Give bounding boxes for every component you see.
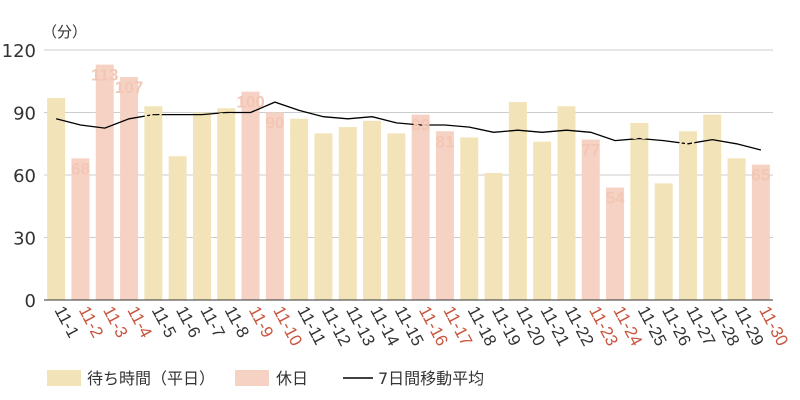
bar (120, 77, 139, 300)
bar-value-label: 81 (678, 132, 697, 151)
legend: 待ち時間（平日） 休日 7日間移動平均 (47, 369, 484, 388)
y-tick-label: 120 (2, 41, 36, 62)
x-tick-label: 11-5 (148, 303, 180, 341)
bar-value-label: 107 (115, 78, 143, 97)
x-tick-label: 11-7 (196, 303, 228, 341)
bar-value-label: 80 (314, 134, 333, 153)
bar (654, 183, 673, 300)
x-tick-label: 11-4 (124, 303, 156, 341)
bar-value-label: 100 (236, 93, 264, 112)
y-unit-label: （分） (42, 23, 87, 41)
bar-value-label: 77 (581, 141, 600, 160)
bar-value-label: 80 (387, 134, 406, 153)
bar-value-label: 76 (533, 143, 552, 162)
x-tick-label: 11-2 (75, 303, 107, 341)
legend-label-moving-average: 7日間移動平均 (378, 369, 484, 388)
bar-value-label: 90 (265, 114, 284, 133)
bar (460, 137, 479, 300)
moving-average-line-group (55, 101, 762, 151)
bar (727, 158, 746, 300)
moving-average-line (55, 101, 762, 151)
y-tick-label: 60 (13, 166, 36, 187)
bar (192, 112, 211, 300)
x-tick-label: 11-9 (245, 303, 277, 341)
bar (533, 141, 552, 300)
bar (290, 118, 309, 300)
bar-value-label: 89 (411, 116, 430, 135)
bar-value-label: 61 (484, 174, 503, 193)
bar (338, 127, 357, 300)
bar (581, 139, 600, 300)
bar-value-label: 113 (91, 66, 118, 85)
bars (47, 64, 770, 301)
bar-value-label: 86 (363, 122, 382, 141)
bar (95, 64, 114, 300)
legend-label-holiday: 休日 (276, 369, 308, 388)
bar-value-label: 56 (654, 184, 673, 203)
bar-value-label: 83 (338, 128, 357, 147)
bar-value-label: 69 (168, 157, 187, 176)
y-tick-label: 30 (13, 229, 36, 250)
bar (241, 91, 260, 301)
bar-value-label: 85 (630, 124, 649, 143)
bar-value-label: 97 (47, 99, 66, 118)
bar (363, 120, 382, 300)
bar (265, 112, 284, 300)
bar-value-label: 95 (508, 103, 527, 122)
bar (217, 108, 236, 300)
bar (387, 133, 406, 300)
bar (508, 102, 527, 300)
legend-swatch-holiday (235, 370, 269, 386)
x-tick-label: 11-1 (51, 303, 83, 341)
bar-value-label: 92 (217, 109, 236, 128)
bar-value-label: 93 (144, 107, 163, 126)
bar-value-label: 87 (290, 120, 309, 139)
bar (144, 106, 163, 300)
y-tick-label: 90 (13, 104, 36, 125)
bar (557, 106, 576, 300)
gridlines (44, 49, 773, 238)
x-tick-label: 11-3 (99, 303, 131, 341)
bar-value-label: 78 (460, 139, 479, 158)
bar (71, 158, 90, 300)
bar (678, 131, 697, 300)
bar-value-label: 65 (751, 166, 770, 185)
legend-swatch-weekday (47, 370, 81, 386)
x-tick-label: 11-8 (221, 303, 253, 341)
bar (411, 114, 430, 300)
bar (435, 131, 454, 300)
bar-value-label: 81 (435, 132, 454, 151)
bar-value-label: 89 (703, 116, 722, 135)
bar-value-label: 54 (606, 189, 625, 208)
bar-value-label: 93 (557, 107, 576, 126)
bar-value-label: 68 (727, 159, 746, 178)
y-tick-label: 0 (25, 291, 36, 312)
legend-label-weekday: 待ち時間（平日） (87, 369, 215, 388)
bar (168, 156, 187, 300)
bar (606, 187, 625, 300)
bar (751, 164, 770, 300)
bar (314, 133, 333, 300)
bar-value-label: 90 (192, 114, 211, 133)
bar (630, 122, 649, 301)
bar (484, 172, 503, 300)
x-tick-label: 11-6 (172, 303, 204, 341)
bar (703, 114, 722, 300)
bar (47, 97, 66, 301)
bar-value-label: 68 (71, 159, 90, 178)
